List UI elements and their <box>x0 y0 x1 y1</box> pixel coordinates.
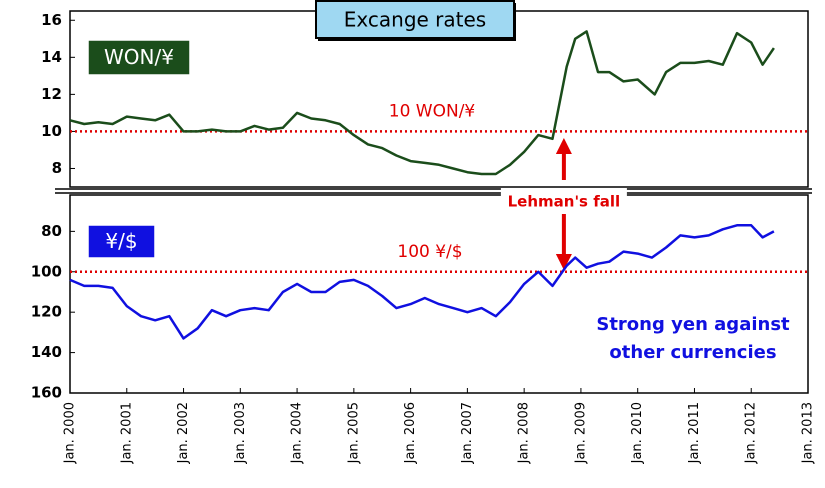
x-tick-label: Jan. 2002 <box>176 402 191 464</box>
x-tick-label: Jan. 2004 <box>290 402 305 464</box>
y-tick-label: 120 <box>31 303 62 321</box>
x-tick-label: Jan. 2005 <box>346 402 361 464</box>
y-tick-label: 8 <box>52 159 62 177</box>
legend-label: ¥/$ <box>105 229 137 253</box>
plot-frame <box>69 194 809 394</box>
y-tick-label: 16 <box>41 11 62 29</box>
x-tick-label: Jan. 2006 <box>403 402 418 464</box>
x-tick-label: Jan. 2009 <box>573 402 588 464</box>
y-tick-label: 140 <box>31 343 62 361</box>
note-text: Strong yen against <box>596 314 790 335</box>
y-tick-label: 10 <box>41 122 62 140</box>
x-tick-label: Jan. 2003 <box>233 402 248 464</box>
y-tick-label: 80 <box>41 222 62 240</box>
title-box <box>315 0 515 39</box>
series-line <box>69 224 775 340</box>
note-text: other currencies <box>609 342 776 363</box>
reference-label: 10 WON/¥ <box>389 101 476 121</box>
y-tick-label: 100 <box>31 262 62 280</box>
legend-box <box>87 224 156 259</box>
y-tick-label: 160 <box>31 384 62 402</box>
annotation-box <box>500 188 627 214</box>
x-tick-label: Jan. 2007 <box>460 402 475 464</box>
y-tick-label: 12 <box>41 85 62 103</box>
chart-title: Excange rates <box>344 8 486 32</box>
x-tick-label: Jan. 2012 <box>744 402 759 464</box>
x-tick-label: Jan. 2008 <box>517 402 532 464</box>
annotation-label: Lehman's fall <box>508 193 621 211</box>
x-tick-label: Jan. 2010 <box>630 402 645 464</box>
x-tick-label: Jan. 2011 <box>687 402 702 464</box>
x-tick-label: Jan. 2013 <box>801 402 816 464</box>
legend-label: WON/¥ <box>104 45 174 69</box>
y-tick-label: 14 <box>41 48 62 66</box>
series-line <box>69 30 775 176</box>
x-tick-label: Jan. 2000 <box>63 402 78 464</box>
legend-box <box>87 39 191 76</box>
reference-label: 100 ¥/$ <box>397 242 462 262</box>
x-tick-label: Jan. 2001 <box>119 402 134 464</box>
